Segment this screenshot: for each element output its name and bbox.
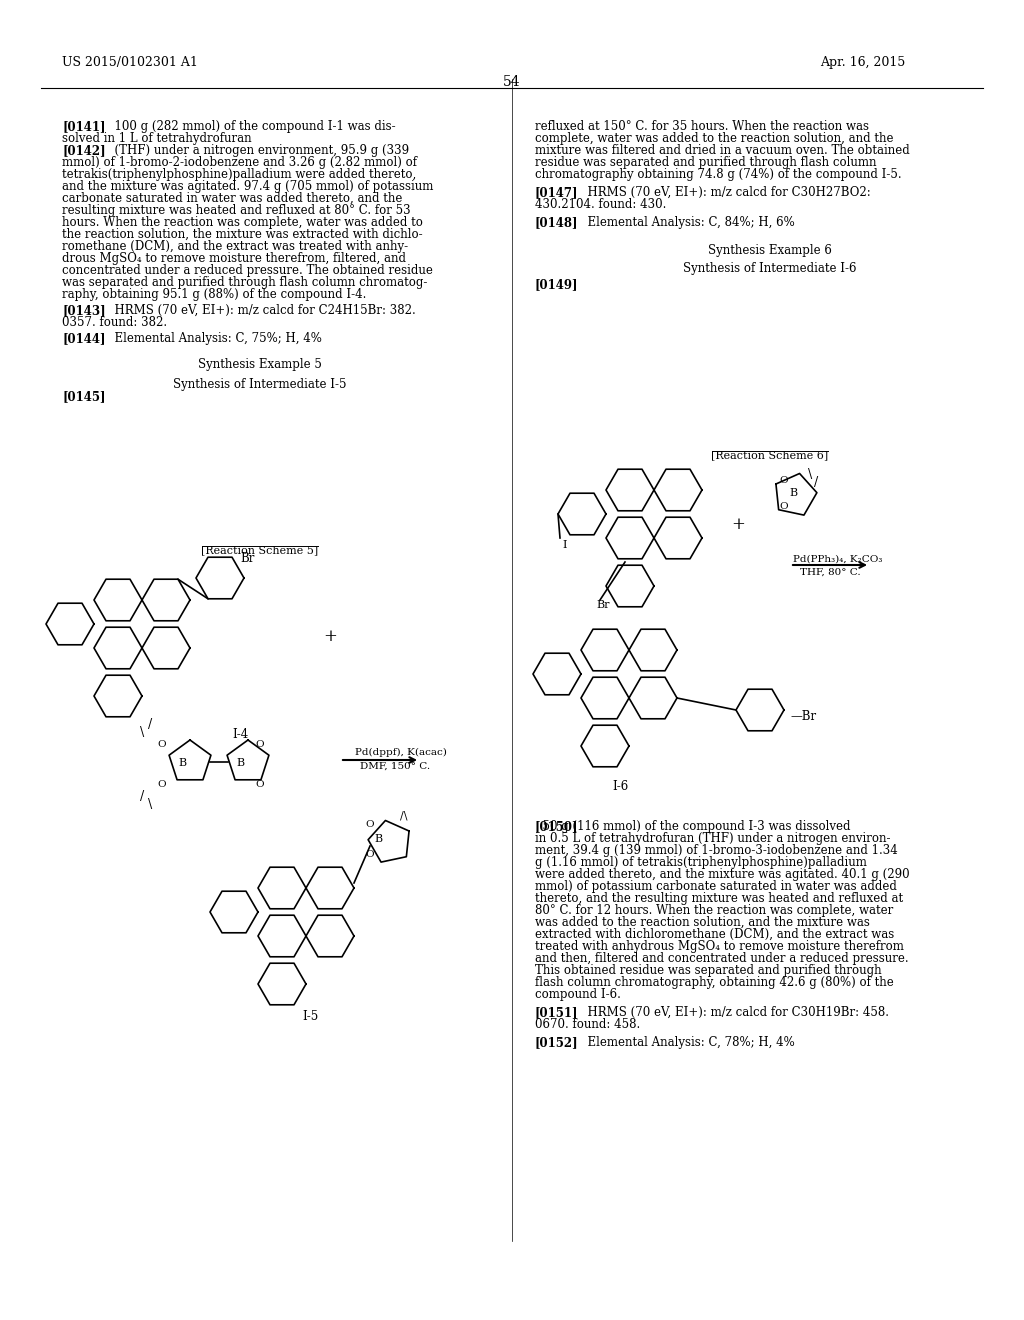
Text: hours. When the reaction was complete, water was added to: hours. When the reaction was complete, w… xyxy=(62,216,423,228)
Text: extracted with dichloromethane (DCM), and the extract was: extracted with dichloromethane (DCM), an… xyxy=(535,928,894,941)
Text: B: B xyxy=(178,758,186,768)
Text: [0145]: [0145] xyxy=(62,389,105,403)
Text: This obtained residue was separated and purified through: This obtained residue was separated and … xyxy=(535,964,882,977)
Text: O: O xyxy=(779,502,787,511)
Text: O: O xyxy=(158,780,166,789)
Text: tetrakis(triphenylphosphine)palladium were added thereto,: tetrakis(triphenylphosphine)palladium we… xyxy=(62,168,416,181)
Text: Apr. 16, 2015: Apr. 16, 2015 xyxy=(820,55,905,69)
Text: +: + xyxy=(323,628,337,645)
Text: Elemental Analysis: C, 78%; H, 4%: Elemental Analysis: C, 78%; H, 4% xyxy=(580,1036,795,1049)
Text: [0144]: [0144] xyxy=(62,333,105,345)
Text: 54: 54 xyxy=(503,75,521,88)
Text: flash column chromatography, obtaining 42.6 g (80%) of the: flash column chromatography, obtaining 4… xyxy=(535,975,894,989)
Text: were added thereto, and the mixture was agitated. 40.1 g (290: were added thereto, and the mixture was … xyxy=(535,869,909,880)
Text: Elemental Analysis: C, 84%; H, 6%: Elemental Analysis: C, 84%; H, 6% xyxy=(580,216,795,228)
Text: g (1.16 mmol) of tetrakis(triphenylphosphine)palladium: g (1.16 mmol) of tetrakis(triphenylphosp… xyxy=(535,855,867,869)
Text: [0148]: [0148] xyxy=(535,216,579,228)
Text: HRMS (70 eV, EI+): m/z calcd for C30H19Br: 458.: HRMS (70 eV, EI+): m/z calcd for C30H19B… xyxy=(580,1006,889,1019)
Text: complete, water was added to the reaction solution, and the: complete, water was added to the reactio… xyxy=(535,132,894,145)
Text: 100 g (282 mmol) of the compound I-1 was dis-: 100 g (282 mmol) of the compound I-1 was… xyxy=(106,120,395,133)
Text: ment, 39.4 g (139 mmol) of 1-bromo-3-iodobenzene and 1.34: ment, 39.4 g (139 mmol) of 1-bromo-3-iod… xyxy=(535,843,898,857)
Text: [0149]: [0149] xyxy=(535,279,579,290)
Text: —Br: —Br xyxy=(790,710,816,723)
Text: Synthesis of Intermediate I-5: Synthesis of Intermediate I-5 xyxy=(173,378,347,391)
Text: mixture was filtered and dried in a vacuum oven. The obtained: mixture was filtered and dried in a vacu… xyxy=(535,144,909,157)
Text: I: I xyxy=(563,540,567,550)
Text: US 2015/0102301 A1: US 2015/0102301 A1 xyxy=(62,55,198,69)
Text: compound I-6.: compound I-6. xyxy=(535,987,621,1001)
Text: HRMS (70 eV, EI+): m/z calcd for C30H27BO2:: HRMS (70 eV, EI+): m/z calcd for C30H27B… xyxy=(580,186,870,199)
Text: residue was separated and purified through flash column: residue was separated and purified throu… xyxy=(535,156,877,169)
Text: \: \ xyxy=(140,726,144,739)
Text: Br: Br xyxy=(240,552,254,565)
Text: I-5: I-5 xyxy=(302,1010,318,1023)
Text: Pd(dppf), K(acac): Pd(dppf), K(acac) xyxy=(355,748,446,758)
Text: 430.2104. found: 430.: 430.2104. found: 430. xyxy=(535,198,667,211)
Text: DMF, 150° C.: DMF, 150° C. xyxy=(360,762,430,771)
Text: O: O xyxy=(779,477,787,484)
Text: [0142]: [0142] xyxy=(62,144,105,157)
Text: refluxed at 150° C. for 35 hours. When the reaction was: refluxed at 150° C. for 35 hours. When t… xyxy=(535,120,869,133)
Text: 80° C. for 12 hours. When the reaction was complete, water: 80° C. for 12 hours. When the reaction w… xyxy=(535,904,893,917)
Text: B: B xyxy=(374,834,382,843)
Text: Synthesis of Intermediate I-6: Synthesis of Intermediate I-6 xyxy=(683,261,857,275)
Text: \: \ xyxy=(808,469,812,480)
Text: 0357. found: 382.: 0357. found: 382. xyxy=(62,315,167,329)
Text: concentrated under a reduced pressure. The obtained residue: concentrated under a reduced pressure. T… xyxy=(62,264,433,277)
Text: O: O xyxy=(256,741,264,748)
Text: was added to the reaction solution, and the mixture was: was added to the reaction solution, and … xyxy=(535,916,869,929)
Text: [0151]: [0151] xyxy=(535,1006,579,1019)
Text: 50 g (116 mmol) of the compound I-3 was dissolved: 50 g (116 mmol) of the compound I-3 was … xyxy=(535,820,851,833)
Text: [0152]: [0152] xyxy=(535,1036,579,1049)
Text: /: / xyxy=(140,789,144,803)
Text: mmol) of potassium carbonate saturated in water was added: mmol) of potassium carbonate saturated i… xyxy=(535,880,897,894)
Text: O: O xyxy=(365,850,374,859)
Text: THF, 80° C.: THF, 80° C. xyxy=(800,568,860,577)
Text: I-6: I-6 xyxy=(612,780,628,793)
Text: and then, filtered and concentrated under a reduced pressure.: and then, filtered and concentrated unde… xyxy=(535,952,908,965)
Text: /: / xyxy=(814,477,818,488)
Text: [Reaction Scheme 5]: [Reaction Scheme 5] xyxy=(202,545,318,554)
Text: chromatography obtaining 74.8 g (74%) of the compound I-5.: chromatography obtaining 74.8 g (74%) of… xyxy=(535,168,901,181)
Text: solved in 1 L of tetrahydrofuran: solved in 1 L of tetrahydrofuran xyxy=(62,132,252,145)
Text: and the mixture was agitated. 97.4 g (705 mmol) of potassium: and the mixture was agitated. 97.4 g (70… xyxy=(62,180,433,193)
Text: /: / xyxy=(148,718,153,731)
Text: 0670. found: 458.: 0670. found: 458. xyxy=(535,1018,640,1031)
Text: raphy, obtaining 95.1 g (88%) of the compound I-4.: raphy, obtaining 95.1 g (88%) of the com… xyxy=(62,288,367,301)
Text: in 0.5 L of tetrahydrofuran (THF) under a nitrogen environ-: in 0.5 L of tetrahydrofuran (THF) under … xyxy=(535,832,891,845)
Text: Synthesis Example 6: Synthesis Example 6 xyxy=(708,244,831,257)
Text: O: O xyxy=(158,741,166,748)
Text: carbonate saturated in water was added thereto, and the: carbonate saturated in water was added t… xyxy=(62,191,402,205)
Text: (THF) under a nitrogen environment, 95.9 g (339: (THF) under a nitrogen environment, 95.9… xyxy=(106,144,410,157)
Text: thereto, and the resulting mixture was heated and refluxed at: thereto, and the resulting mixture was h… xyxy=(535,892,903,906)
Text: the reaction solution, the mixture was extracted with dichlo-: the reaction solution, the mixture was e… xyxy=(62,228,423,242)
Text: romethane (DCM), and the extract was treated with anhy-: romethane (DCM), and the extract was tre… xyxy=(62,240,409,253)
Text: O: O xyxy=(256,780,264,789)
Text: \: \ xyxy=(148,799,153,810)
Text: Br: Br xyxy=(596,601,609,610)
Text: Synthesis Example 5: Synthesis Example 5 xyxy=(198,358,322,371)
Text: drous MgSO₄ to remove moisture therefrom, filtered, and: drous MgSO₄ to remove moisture therefrom… xyxy=(62,252,406,265)
Text: +: + xyxy=(731,516,744,533)
Text: Elemental Analysis: C, 75%; H, 4%: Elemental Analysis: C, 75%; H, 4% xyxy=(106,333,322,345)
Text: resulting mixture was heated and refluxed at 80° C. for 53: resulting mixture was heated and refluxe… xyxy=(62,205,411,216)
Text: Pd(PPh₃)₄, K₂CO₃: Pd(PPh₃)₄, K₂CO₃ xyxy=(793,554,883,564)
Text: O: O xyxy=(365,820,374,829)
Text: [0147]: [0147] xyxy=(535,186,579,199)
Text: HRMS (70 eV, EI+): m/z calcd for C24H15Br: 382.: HRMS (70 eV, EI+): m/z calcd for C24H15B… xyxy=(106,304,416,317)
Text: B: B xyxy=(788,488,797,498)
Text: [Reaction Scheme 6]: [Reaction Scheme 6] xyxy=(712,450,828,459)
Text: was separated and purified through flash column chromatog-: was separated and purified through flash… xyxy=(62,276,427,289)
Text: I-4: I-4 xyxy=(231,729,248,741)
Text: B: B xyxy=(236,758,244,768)
Text: treated with anhydrous MgSO₄ to remove moisture therefrom: treated with anhydrous MgSO₄ to remove m… xyxy=(535,940,904,953)
Text: /\: /\ xyxy=(400,810,408,820)
Text: [0141]: [0141] xyxy=(62,120,105,133)
Text: mmol) of 1-bromo-2-iodobenzene and 3.26 g (2.82 mmol) of: mmol) of 1-bromo-2-iodobenzene and 3.26 … xyxy=(62,156,417,169)
Text: [0150]: [0150] xyxy=(535,820,579,833)
Text: [0143]: [0143] xyxy=(62,304,105,317)
